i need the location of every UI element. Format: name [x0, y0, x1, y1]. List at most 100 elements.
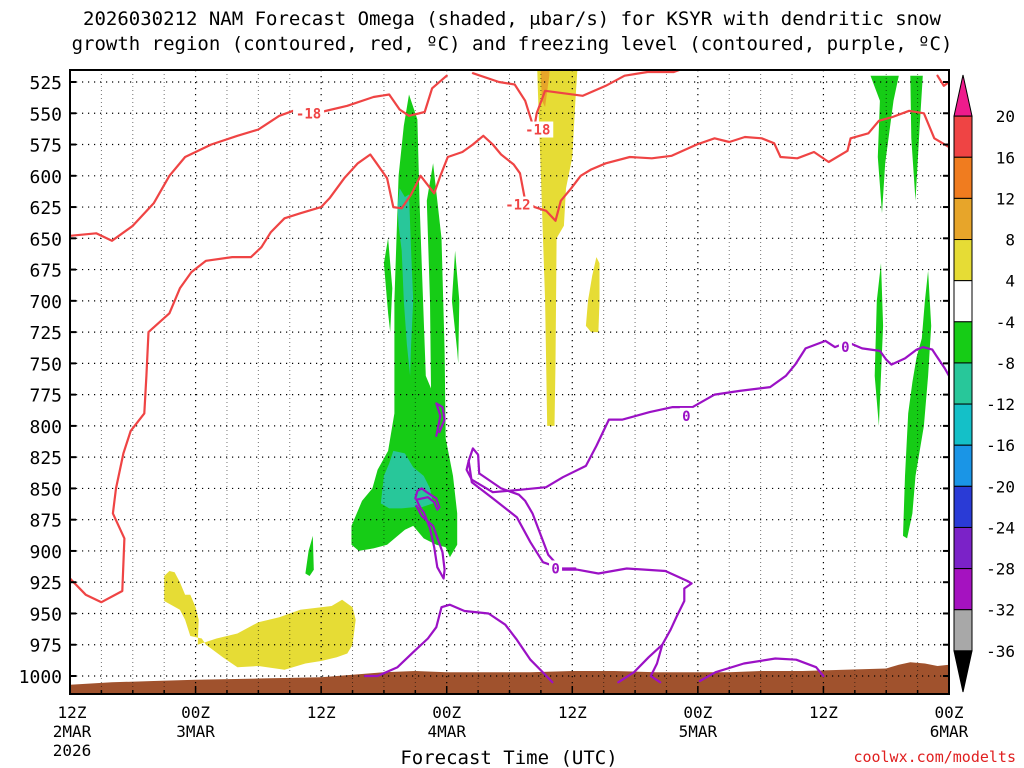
freezing-level-contour-label-4: 0: [841, 340, 849, 356]
temperature-contour-label-1: -18: [525, 123, 550, 139]
omega-region-3: [305, 535, 314, 576]
y-tick-label-625: 625: [29, 198, 62, 219]
x-tick-label-0-1: 2MAR: [53, 722, 92, 741]
credit-text: coolwx.com/modelts: [853, 748, 1016, 766]
chart-title-line-1: 2026030212 NAM Forecast Omega (shaded, μ…: [83, 8, 941, 30]
freezing-level-contour-5: [364, 603, 554, 684]
colorbar-bin-12: [953, 568, 973, 611]
colorbar-bin-5: [953, 280, 973, 323]
y-tick-label-1000: 1000: [19, 667, 62, 688]
temperature-contour-label-bg-1: [522, 121, 554, 138]
y-tick-label-775: 775: [29, 386, 62, 407]
colorbar-label-12: -32: [986, 601, 1015, 620]
freezing-level-contour-label-0: 0: [682, 409, 690, 425]
x-tick-label-0-2: 2026: [53, 741, 92, 760]
colorbar-label-8: -16: [986, 436, 1015, 455]
temperature-contour-label-0: -18: [296, 106, 321, 122]
omega-region-7: [397, 188, 414, 376]
colorbar-bin-6: [953, 321, 973, 364]
colorbar-label-9: -20: [986, 477, 1015, 496]
colorbar-label-7: -12: [986, 395, 1015, 414]
colorbar-label-11: -28: [986, 560, 1015, 579]
colorbar-bin-13: [953, 609, 973, 652]
x-tick-label-60-0: 00Z: [683, 703, 712, 722]
x-tick-label-48-0: 12Z: [558, 703, 587, 722]
colorbar-bin-11: [953, 526, 973, 570]
y-tick-label-675: 675: [29, 261, 62, 282]
colorbar-bin-10: [953, 485, 973, 528]
y-tick-label-725: 725: [29, 323, 62, 344]
omega-region-1: [383, 238, 393, 333]
y-tick-label-750: 750: [29, 354, 62, 375]
colorbar-label-4: 4: [1005, 272, 1015, 291]
colorbar-label-3: 8: [1005, 231, 1015, 250]
colorbar-label-5: -4: [996, 313, 1015, 332]
y-tick-label-875: 875: [29, 511, 62, 532]
omega-region-4: [870, 75, 923, 214]
chart-title-line-2: growth region (contoured, red, ºC) and f…: [71, 33, 953, 55]
freezing-level-contour-label-3: 0: [551, 561, 559, 577]
omega-region-8: [380, 450, 434, 509]
x-tick-label-84-0: 00Z: [935, 703, 964, 722]
colorbar-bin-1: [953, 115, 973, 158]
y-tick-label-600: 600: [29, 167, 62, 188]
colorbar-bin-8: [953, 403, 973, 446]
x-tick-label-72-0: 12Z: [809, 703, 838, 722]
freezing-level-contour-label-bg-0: [679, 407, 693, 424]
temperature-contour-3: [936, 74, 949, 87]
colorbar-cap-bottom: [953, 650, 973, 693]
freezing-level-contour-0: [414, 487, 446, 580]
colorbar-label-1: 16: [996, 148, 1015, 167]
temperature-contour-2: [70, 109, 949, 604]
y-tick-label-925: 925: [29, 573, 62, 594]
colorbar-bin-9: [953, 444, 973, 487]
x-axis-title: Forecast Time (UTC): [400, 747, 617, 768]
x-tick-label-36-1: 4MAR: [427, 722, 466, 741]
colorbar-cap-top: [953, 74, 973, 117]
colorbar-label-6: -8: [996, 354, 1015, 373]
freezing-level-contour-7: [698, 657, 825, 683]
freezing-level-contour-1: [435, 402, 446, 437]
y-tick-label-950: 950: [29, 604, 62, 625]
colorbar-bin-2: [953, 156, 973, 199]
x-tick-label-24-0: 12Z: [307, 703, 336, 722]
colorbar-bin-4: [953, 239, 973, 282]
omega-region-9: [537, 70, 578, 426]
y-tick-label-825: 825: [29, 448, 62, 469]
y-tick-label-700: 700: [29, 292, 62, 313]
y-tick-label-525: 525: [29, 73, 62, 94]
colorbar-label-2: 12: [996, 189, 1015, 208]
y-tick-label-900: 900: [29, 542, 62, 563]
omega-region-12: [164, 571, 356, 670]
x-tick-label-12-1: 3MAR: [176, 722, 215, 741]
freezing-level-contour-4: [465, 339, 949, 494]
omega-region-0: [351, 94, 458, 558]
freezing-level-contour-label-bg-4: [838, 339, 852, 356]
omega-region-6: [903, 270, 932, 539]
y-tick-label-850: 850: [29, 479, 62, 500]
temperature-contour-1: [471, 70, 683, 134]
colorbar-bin-7: [953, 362, 973, 405]
colorbar-label-10: -24: [986, 518, 1015, 537]
omega-region-5: [874, 263, 884, 426]
y-tick-label-550: 550: [29, 104, 62, 125]
freezing-level-contour-label-bg-3: [549, 560, 563, 577]
colorbar-label-0: 20: [996, 107, 1015, 126]
y-tick-label-650: 650: [29, 229, 62, 250]
colorbar-bin-3: [953, 197, 973, 241]
temperature-contour-label-bg-0: [293, 105, 325, 122]
freezing-level-contour-2: [467, 447, 693, 684]
omega-region-11: [585, 257, 600, 333]
temperature-contour-label-2: -12: [505, 198, 530, 214]
temperature-contour-0: [70, 74, 448, 242]
x-tick-label-60-1: 5MAR: [679, 722, 718, 741]
y-tick-label-975: 975: [29, 636, 62, 657]
colorbar-label-13: -36: [986, 642, 1015, 661]
x-tick-label-36-0: 00Z: [432, 703, 461, 722]
temperature-contour-label-bg-2: [502, 196, 534, 213]
x-tick-label-84-1: 6MAR: [930, 722, 969, 741]
y-tick-label-800: 800: [29, 417, 62, 438]
y-tick-label-575: 575: [29, 136, 62, 157]
x-tick-label-0-0: 12Z: [58, 703, 87, 722]
